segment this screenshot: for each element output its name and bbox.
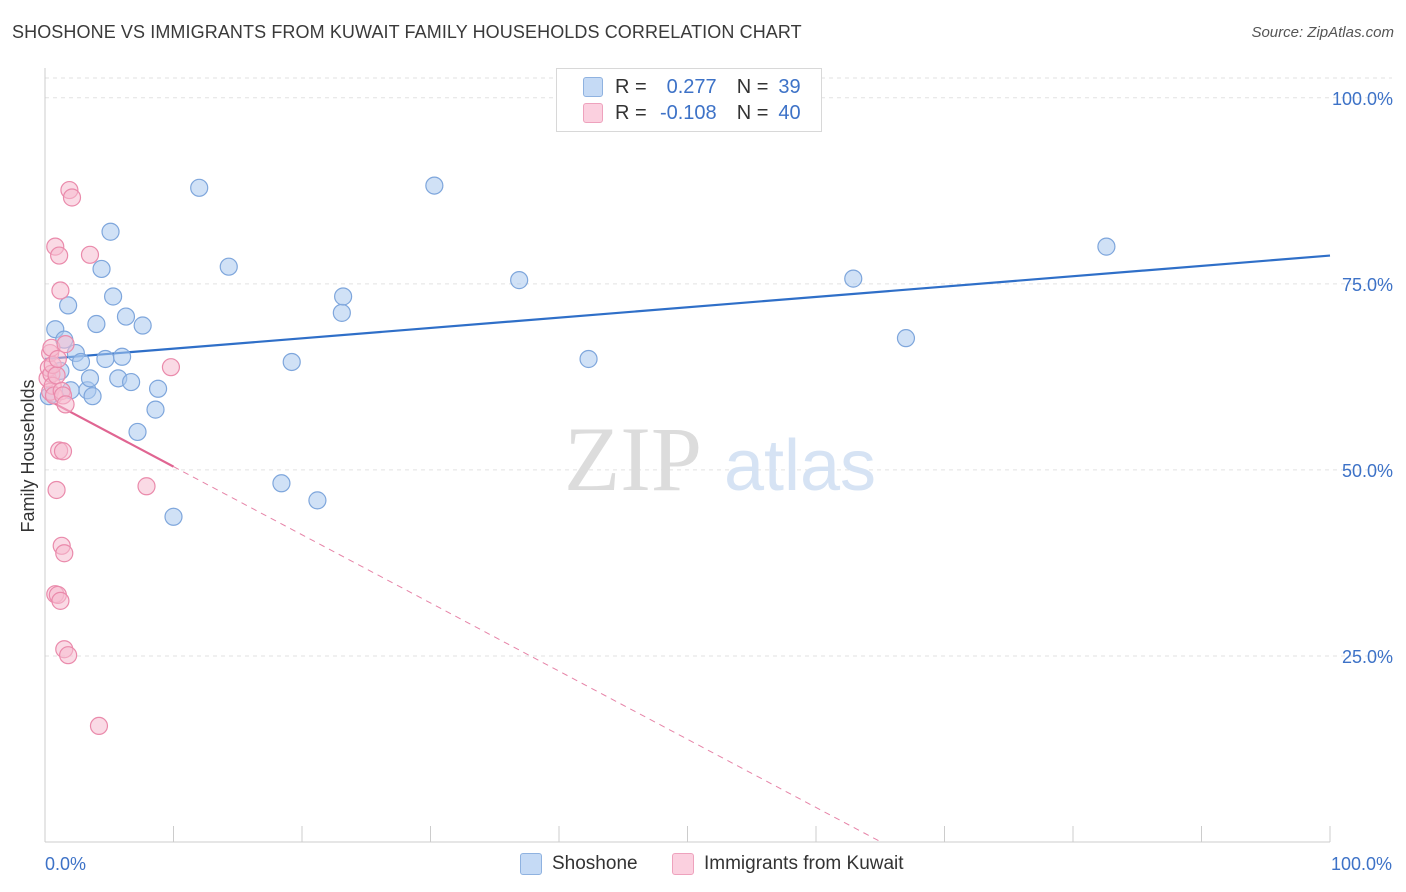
tick-label-layer: 25.0% 50.0% 75.0% 100.0% 0.0% 100.0% <box>45 89 1393 874</box>
point-shoshone-12 <box>92 259 111 279</box>
point-shoshone-22 <box>146 400 165 419</box>
chart-title: SHOSHONE VS IMMIGRANTS FROM KUWAIT FAMIL… <box>12 22 802 42</box>
trend-line-dashed-1 <box>173 466 882 843</box>
point-shoshone-33 <box>510 271 529 290</box>
bottom-legend-kuwait: Immigrants from Kuwait <box>672 850 904 878</box>
point-shoshone-37 <box>1097 237 1116 256</box>
point-shoshone-29 <box>308 491 327 510</box>
point-kuwait-13 <box>48 349 67 369</box>
legend-n-value-shoshone: 39 <box>778 75 801 98</box>
point-shoshone-13 <box>96 349 115 369</box>
point-kuwait-29 <box>62 188 82 207</box>
axis-layer <box>44 68 1331 843</box>
bottom-legend-label-kuwait: Immigrants from Kuwait <box>704 853 904 874</box>
point-shoshone-20 <box>128 422 147 442</box>
y-tick-label: 100.0% <box>1332 89 1393 109</box>
y-tick-label: 50.0% <box>1342 461 1393 481</box>
point-kuwait-16 <box>50 246 69 265</box>
x-tick-label: 100.0% <box>1331 854 1392 874</box>
legend-swatch-shoshone <box>583 77 603 97</box>
trend-line-0 <box>44 254 1331 361</box>
y-axis-label: Family Households <box>18 379 38 532</box>
grid-layer <box>45 77 1392 657</box>
point-shoshone-4 <box>59 296 78 315</box>
point-kuwait-26 <box>56 395 75 414</box>
point-shoshone-27 <box>272 474 291 493</box>
point-kuwait-32 <box>137 477 156 496</box>
bottom-legend-shoshone: Shoshone <box>520 850 638 878</box>
point-shoshone-30 <box>332 303 351 322</box>
point-shoshone-10 <box>83 387 102 406</box>
point-shoshone-18 <box>116 307 136 326</box>
source-label: Source: ZipAtlas.com <box>1251 24 1394 41</box>
point-shoshone-25 <box>190 178 209 197</box>
bottom-legend-label-shoshone: Shoshone <box>552 853 638 874</box>
point-shoshone-34 <box>579 349 598 369</box>
point-kuwait-18 <box>51 281 70 300</box>
point-shoshone-17 <box>112 347 132 366</box>
point-shoshone-23 <box>148 379 168 398</box>
point-shoshone-31 <box>334 287 353 306</box>
point-shoshone-15 <box>104 287 123 306</box>
point-kuwait-21 <box>53 442 73 461</box>
x-tick-label: 0.0% <box>45 854 86 874</box>
y-tick-label: 25.0% <box>1342 647 1393 667</box>
point-kuwait-12 <box>47 366 66 385</box>
point-kuwait-25 <box>56 335 75 354</box>
bottom-legend-swatch-shoshone <box>520 853 542 875</box>
legend-swatch-kuwait <box>583 103 603 123</box>
legend-r-label: R = <box>615 101 647 124</box>
watermark-zip: ZIP <box>564 408 702 510</box>
watermark-atlas: atlas <box>724 426 876 506</box>
point-kuwait-27 <box>59 646 78 665</box>
point-shoshone-14 <box>101 222 120 241</box>
legend-n-value-kuwait: 40 <box>778 101 801 124</box>
trend-layer <box>44 254 1331 843</box>
y-tick-label: 75.0% <box>1342 275 1393 295</box>
point-shoshone-9 <box>80 369 100 388</box>
point-shoshone-24 <box>164 507 183 526</box>
legend-n-label: N = <box>736 75 769 98</box>
point-kuwait-17 <box>51 591 70 610</box>
point-kuwait-30 <box>80 245 100 264</box>
legend-row-shoshone: R = 0.277 N = 39 <box>583 74 801 100</box>
point-shoshone-32 <box>425 176 444 195</box>
point-shoshone-21 <box>133 316 152 335</box>
point-shoshone-35 <box>844 269 863 288</box>
point-shoshone-36 <box>896 329 916 348</box>
point-shoshone-28 <box>282 352 301 372</box>
point-shoshone-11 <box>87 314 106 334</box>
legend-n-label: N = <box>736 101 769 124</box>
point-shoshone-7 <box>71 352 91 372</box>
point-shoshone-26 <box>219 257 238 276</box>
legend-r-value-kuwait: -0.108 <box>659 101 717 124</box>
point-kuwait-23 <box>55 544 74 563</box>
legend-row-kuwait: R = -0.108 N = 40 <box>583 100 801 126</box>
legend-r-label: R = <box>615 75 647 98</box>
point-shoshone-19 <box>121 372 141 392</box>
bottom-legend-swatch-kuwait <box>672 853 694 875</box>
point-kuwait-33 <box>161 358 181 377</box>
legend-box: R = 0.277 N = 39 R = -0.108 N = 40 <box>556 68 822 132</box>
points-layer <box>38 176 1116 736</box>
point-kuwait-11 <box>47 480 66 500</box>
point-kuwait-31 <box>89 716 109 736</box>
legend-r-value-shoshone: 0.277 <box>666 75 717 98</box>
